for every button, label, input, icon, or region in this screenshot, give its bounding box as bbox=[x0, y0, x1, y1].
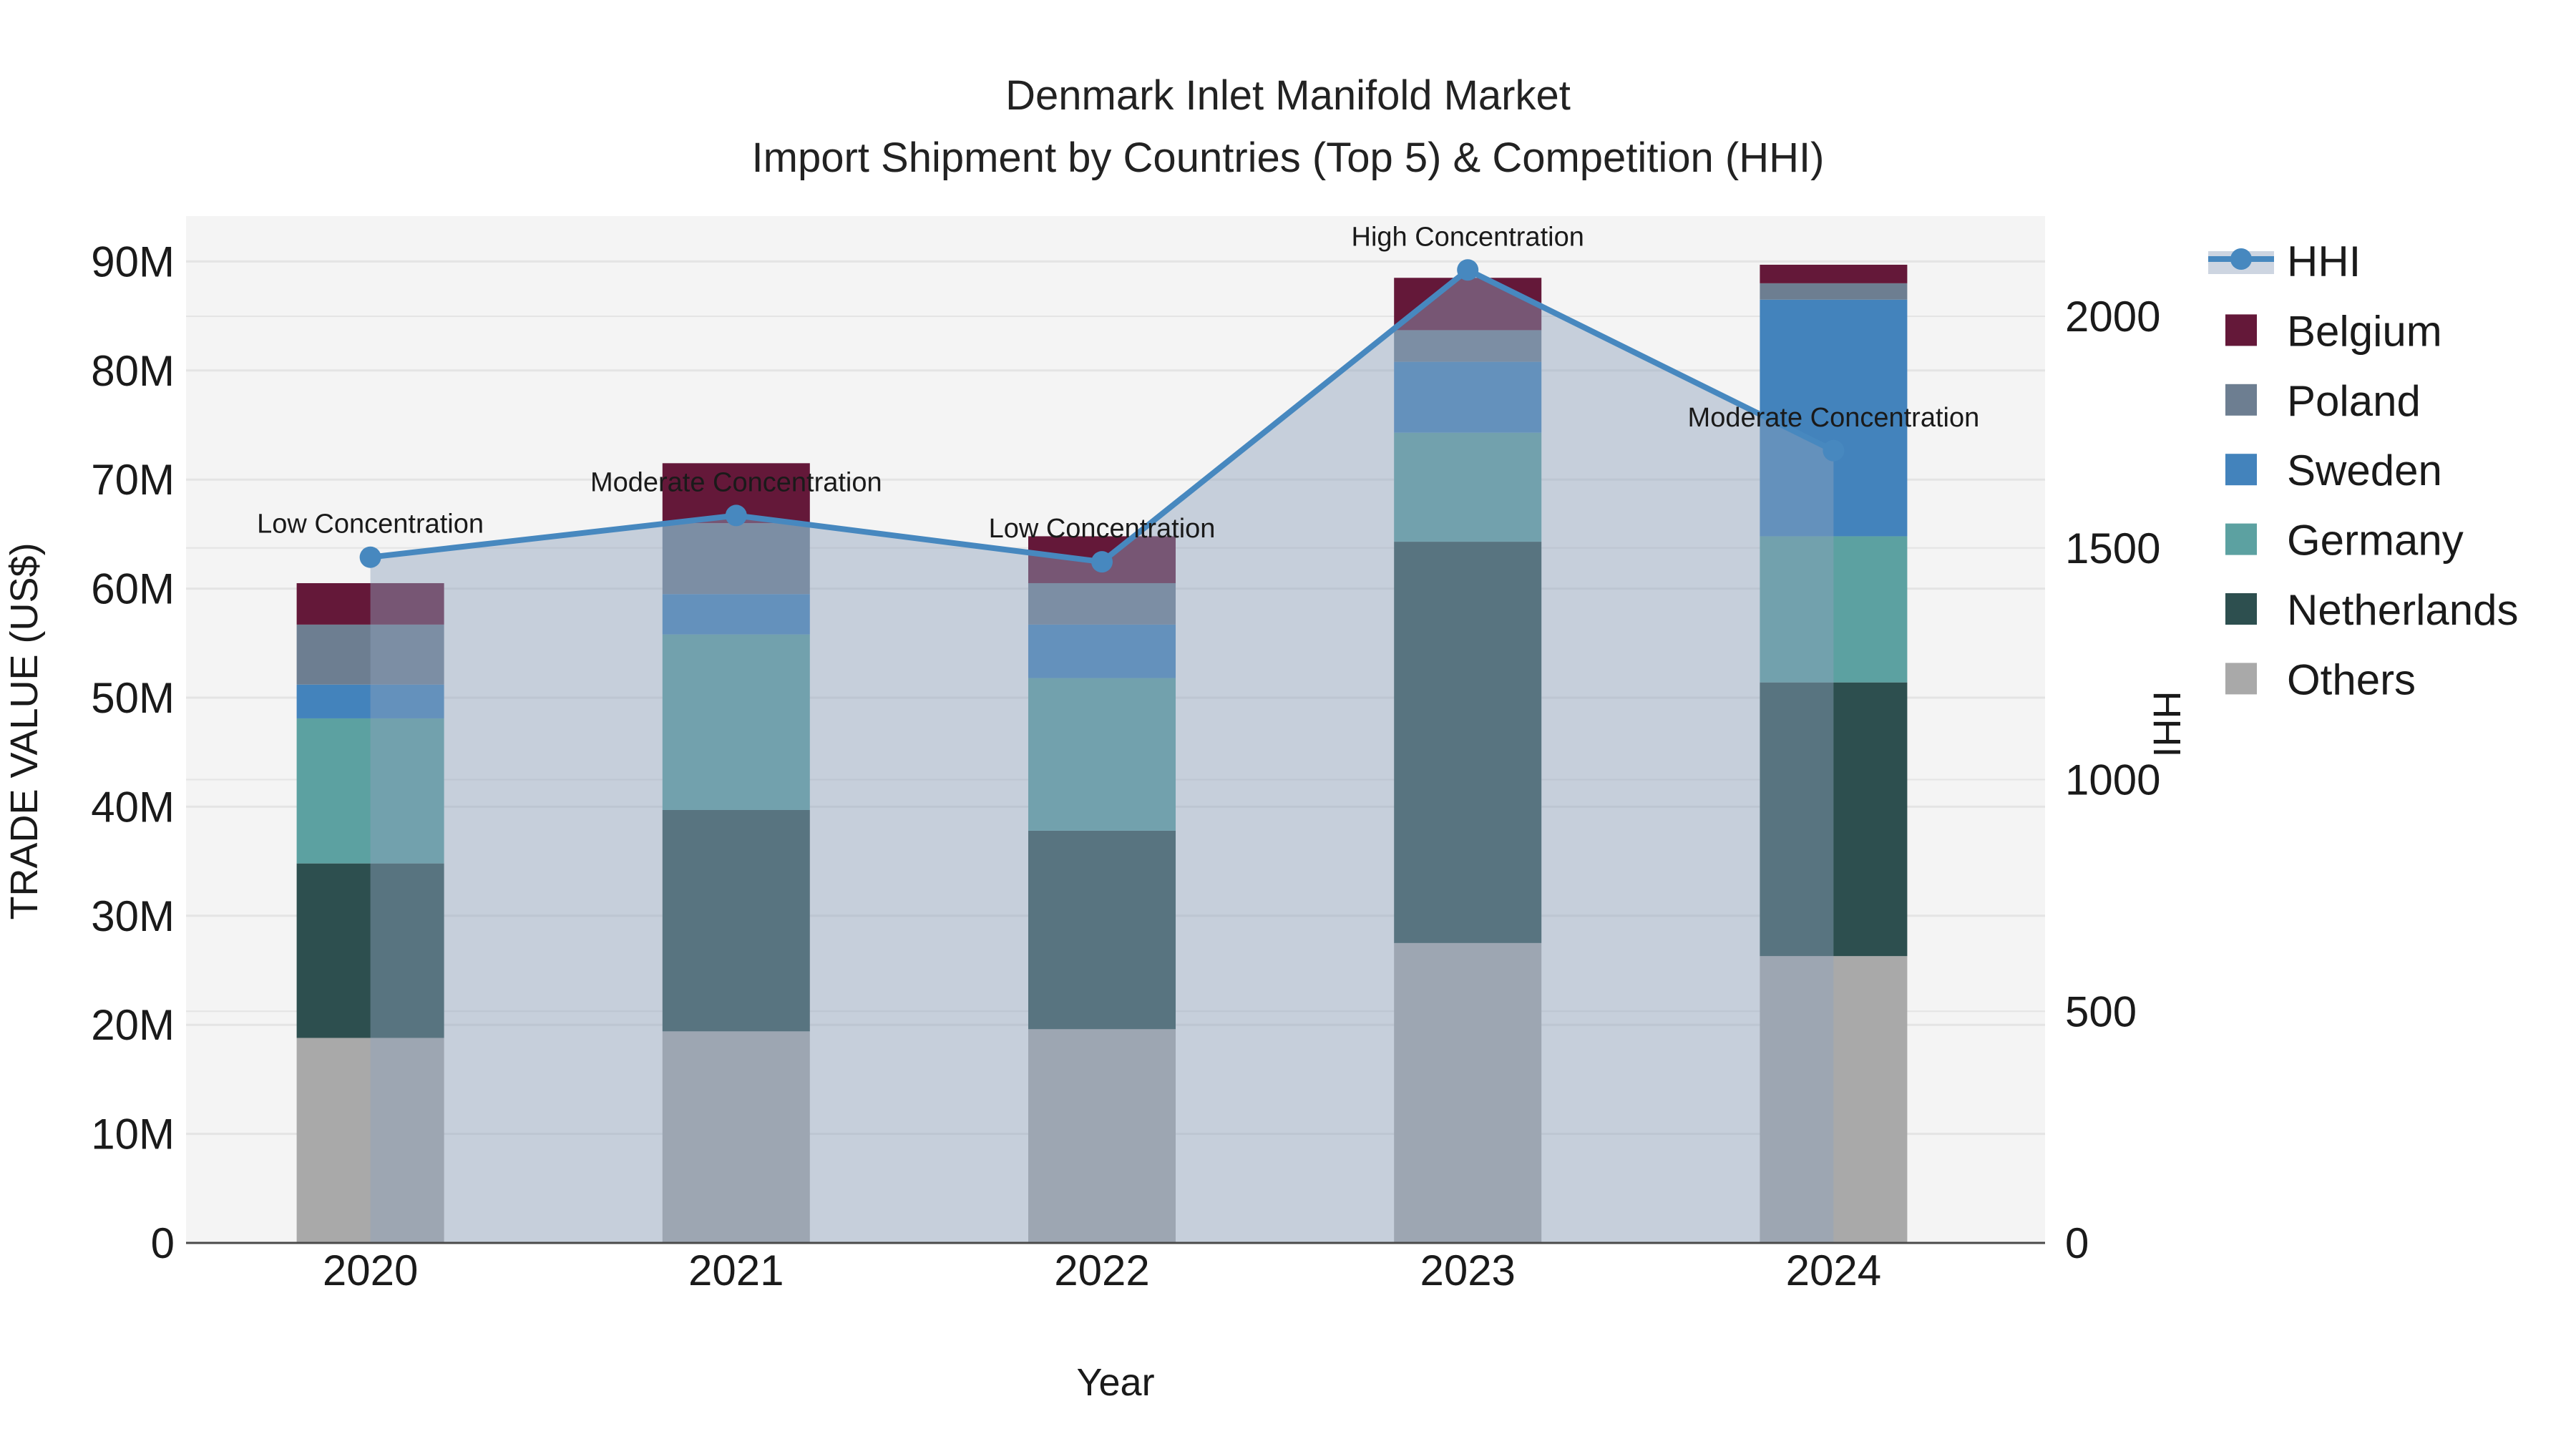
y-left-tick-0: 0 bbox=[151, 1219, 175, 1267]
bar-segment-sweden-2022[interactable] bbox=[1028, 624, 1176, 678]
bar-segment-netherlands-2021[interactable] bbox=[662, 809, 810, 1032]
x-tick-2024: 2024 bbox=[1786, 1246, 1881, 1294]
legend-swatch-netherlands bbox=[2225, 593, 2257, 625]
bar-segment-germany-2020[interactable] bbox=[296, 718, 444, 864]
legend-label-belgium: Belgium bbox=[2287, 307, 2442, 355]
legend-item-netherlands[interactable]: Netherlands bbox=[2225, 586, 2519, 634]
bar-segment-others-2024[interactable] bbox=[1760, 956, 1908, 1243]
bar-segment-germany-2021[interactable] bbox=[662, 634, 810, 810]
legend-swatch-belgium bbox=[2225, 314, 2257, 346]
annotation-2024: Moderate Concentration bbox=[1688, 403, 1980, 433]
legend-item-sweden[interactable]: Sweden bbox=[2225, 447, 2442, 494]
bar-segment-germany-2023[interactable] bbox=[1394, 432, 1542, 542]
bar-segment-sweden-2024[interactable] bbox=[1760, 299, 1908, 537]
bar-stack-2020 bbox=[296, 582, 444, 1243]
x-tick-2022: 2022 bbox=[1054, 1246, 1149, 1294]
bar-stack-2023 bbox=[1394, 278, 1542, 1243]
bar-segment-sweden-2021[interactable] bbox=[662, 594, 810, 635]
annotation-2021: Moderate Concentration bbox=[590, 467, 882, 497]
bar-stack-2021 bbox=[662, 463, 810, 1243]
y-left-tick-70M: 70M bbox=[91, 456, 175, 504]
legend-item-hhi[interactable]: HHI bbox=[2208, 238, 2361, 286]
bar-stack-2024 bbox=[1760, 264, 1908, 1243]
plot-area: Low Concentration Moderate Concentration L… bbox=[91, 216, 2160, 1294]
legend-label-germany: Germany bbox=[2287, 517, 2464, 565]
bar-segment-poland-2024[interactable] bbox=[1760, 283, 1908, 300]
y-left-tick-50M: 50M bbox=[91, 674, 175, 722]
legend-swatch-poland bbox=[2225, 384, 2257, 416]
bar-segment-poland-2020[interactable] bbox=[296, 624, 444, 685]
chart-title-line1: Denmark Inlet Manifold Market bbox=[1005, 72, 1571, 119]
x-tick-2020: 2020 bbox=[323, 1246, 418, 1294]
annotation-2022: Low Concentration bbox=[989, 514, 1216, 544]
bar-segment-belgium-2024[interactable] bbox=[1760, 264, 1908, 283]
bar-segment-sweden-2020[interactable] bbox=[296, 684, 444, 718]
legend-label-hhi: HHI bbox=[2287, 238, 2361, 286]
legend-label-others: Others bbox=[2287, 655, 2416, 703]
y-left-tick-80M: 80M bbox=[91, 347, 175, 395]
y-right-tick-2000: 2000 bbox=[2065, 293, 2160, 341]
bar-segment-others-2021[interactable] bbox=[662, 1031, 810, 1243]
hhi-marker-2024[interactable] bbox=[1823, 439, 1845, 462]
bar-segment-belgium-2020[interactable] bbox=[296, 582, 444, 625]
bar-segment-netherlands-2024[interactable] bbox=[1760, 682, 1908, 957]
legend-swatch-sweden bbox=[2225, 454, 2257, 486]
legend-label-poland: Poland bbox=[2287, 377, 2421, 425]
x-tick-2023: 2023 bbox=[1420, 1246, 1515, 1294]
y-left-tick-20M: 20M bbox=[91, 1001, 175, 1049]
bar-segment-germany-2024[interactable] bbox=[1760, 536, 1908, 683]
bar-segment-poland-2022[interactable] bbox=[1028, 582, 1176, 625]
bar-segment-netherlands-2020[interactable] bbox=[296, 863, 444, 1038]
bar-segment-germany-2022[interactable] bbox=[1028, 678, 1176, 831]
legend-label-sweden: Sweden bbox=[2287, 447, 2442, 494]
y-left-tick-10M: 10M bbox=[91, 1111, 175, 1158]
x-tick-2021: 2021 bbox=[688, 1246, 784, 1294]
bar-segment-sweden-2023[interactable] bbox=[1394, 361, 1542, 433]
bar-segment-poland-2021[interactable] bbox=[662, 523, 810, 595]
annotation-2020: Low Concentration bbox=[257, 509, 484, 540]
hhi-marker-2020[interactable] bbox=[359, 546, 381, 568]
y-right-axis-title: HHI bbox=[2145, 691, 2188, 758]
bar-segment-poland-2023[interactable] bbox=[1394, 330, 1542, 362]
y-left-tick-40M: 40M bbox=[91, 783, 175, 831]
hhi-marker-2021[interactable] bbox=[725, 504, 747, 527]
legend-item-poland[interactable]: Poland bbox=[2225, 377, 2421, 425]
y-right-tick-500: 500 bbox=[2065, 987, 2137, 1035]
legend-swatch-others bbox=[2225, 663, 2257, 695]
x-axis-title: Year bbox=[1076, 1361, 1154, 1404]
bar-segment-others-2020[interactable] bbox=[296, 1038, 444, 1243]
legend-label-netherlands: Netherlands bbox=[2287, 586, 2519, 634]
y-left-tick-30M: 30M bbox=[91, 892, 175, 940]
hhi-marker-2022[interactable] bbox=[1091, 551, 1113, 573]
annotation-2023: High Concentration bbox=[1352, 222, 1584, 252]
chart-title-line2: Import Shipment by Countries (Top 5) & C… bbox=[752, 135, 1825, 181]
bar-segment-others-2023[interactable] bbox=[1394, 942, 1542, 1243]
legend: HHI Belgium Poland Sweden Germany Netherlands… bbox=[2208, 238, 2519, 703]
bar-segment-others-2022[interactable] bbox=[1028, 1029, 1176, 1243]
y-right-tick-1000: 1000 bbox=[2065, 756, 2160, 804]
bar-stack-2022 bbox=[1028, 536, 1176, 1243]
hhi-area-fill bbox=[370, 270, 1834, 1243]
y-right-tick-1500: 1500 bbox=[2065, 525, 2160, 572]
y-right-tick-0: 0 bbox=[2065, 1219, 2089, 1267]
hhi-marker-2023[interactable] bbox=[1457, 259, 1479, 281]
y-left-tick-90M: 90M bbox=[91, 238, 175, 286]
bar-segment-netherlands-2022[interactable] bbox=[1028, 830, 1176, 1030]
legend-item-germany[interactable]: Germany bbox=[2225, 517, 2464, 565]
legend-hhi-marker-swatch bbox=[2230, 248, 2252, 270]
y-left-tick-60M: 60M bbox=[91, 565, 175, 613]
bar-segment-netherlands-2023[interactable] bbox=[1394, 542, 1542, 943]
legend-item-belgium[interactable]: Belgium bbox=[2225, 307, 2442, 355]
legend-swatch-germany bbox=[2225, 523, 2257, 555]
y-left-axis-title: TRADE VALUE (US$) bbox=[3, 542, 46, 919]
bar-segment-belgium-2023[interactable] bbox=[1394, 278, 1542, 331]
legend-item-others[interactable]: Others bbox=[2225, 655, 2416, 703]
